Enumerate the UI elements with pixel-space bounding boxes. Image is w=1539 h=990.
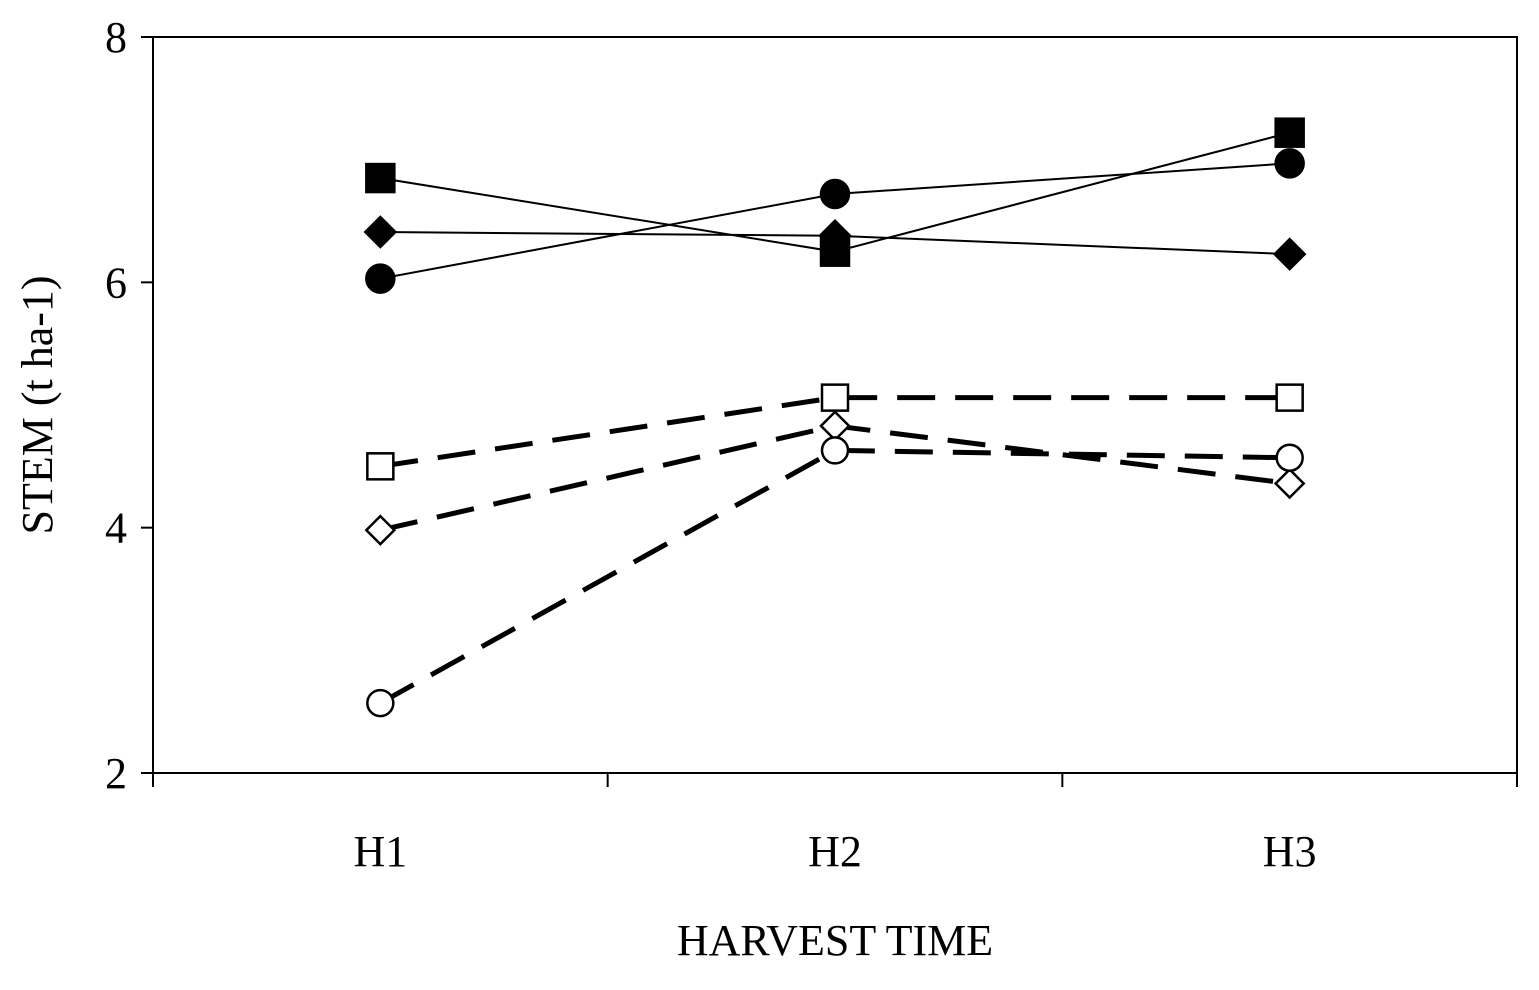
series-5 (364, 410, 1306, 546)
series-4 (366, 383, 1304, 481)
data-point-square (365, 162, 396, 194)
data-point-diamond (818, 218, 852, 253)
x-tick-label: H2 (808, 827, 862, 876)
data-point-square (366, 452, 395, 481)
x-tick-label: H3 (1263, 827, 1317, 876)
y-tick-label: 8 (105, 13, 127, 62)
data-point-circle (366, 688, 395, 718)
y-tick-label: 2 (105, 749, 127, 798)
x-tick-label: H1 (353, 827, 407, 876)
series-6 (366, 436, 1304, 718)
x-axis-title: HARVEST TIME (677, 916, 993, 965)
x-axis: H1 H2 H3 (152, 773, 1518, 876)
data-point-circle (1274, 148, 1305, 179)
data-point-square (820, 383, 850, 412)
data-point-circle (820, 436, 850, 465)
y-tick-label: 6 (105, 258, 127, 307)
series-2 (365, 148, 1305, 294)
data-point-diamond (364, 514, 397, 546)
series-layer (363, 117, 1307, 718)
data-point-circle (365, 263, 396, 294)
data-point-diamond (363, 215, 398, 249)
data-point-circle (1275, 443, 1304, 472)
series-line (379, 395, 1290, 469)
data-point-diamond (1272, 237, 1307, 271)
series-3 (363, 215, 1307, 271)
data-point-square (1274, 117, 1305, 148)
y-tick-label: 4 (105, 504, 127, 553)
data-point-diamond (1273, 467, 1306, 500)
y-axis-title: STEM (t ha-1) (13, 275, 62, 534)
series-line (379, 447, 1290, 706)
data-point-square (1275, 383, 1304, 412)
data-point-circle (819, 178, 851, 210)
y-axis: 2 4 6 8 (105, 13, 153, 798)
